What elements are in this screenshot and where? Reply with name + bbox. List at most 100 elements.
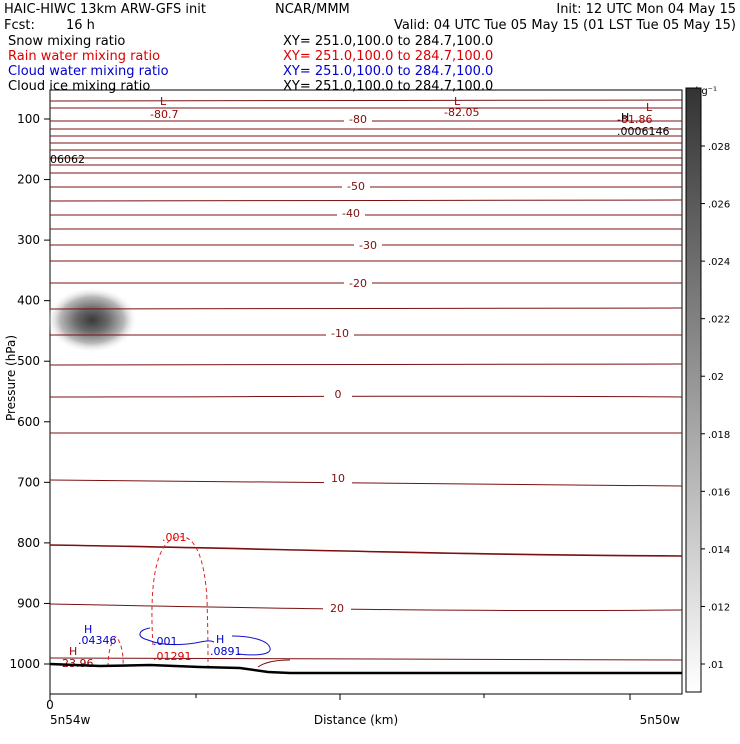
extremum-value: -82.05 xyxy=(444,106,479,119)
colorbar-tick-label: .016 xyxy=(708,487,730,498)
extremum-value: .0006146 xyxy=(617,125,670,138)
extremum-value: .0891 xyxy=(210,645,242,658)
temperature-contour xyxy=(49,307,683,310)
rain-contour xyxy=(151,536,209,669)
field-xy: XY= 251.0,100.0 to 284.7,100.0 xyxy=(283,64,493,79)
extremum-marker: H xyxy=(216,633,224,646)
header-fcst-value: 16 h xyxy=(66,18,95,33)
cloud-water-contour-right xyxy=(231,635,271,656)
y-axis-label: Pressure (hPa) xyxy=(4,335,18,421)
temperature-contour xyxy=(49,199,683,202)
colorbar-tick-label: .01 xyxy=(708,660,724,671)
temperature-contour xyxy=(49,395,683,398)
temperature-contour-labels: -80 -50 -40 -30 -20 -10 0 10 20 xyxy=(323,113,382,615)
extremum-value: 23.96 xyxy=(62,657,94,670)
header-center: NCAR/MMM xyxy=(275,2,350,17)
temperature-contour xyxy=(49,99,683,102)
extrema-labels: L-80.7L-82.05 L-81.86H.000614606062H23.96… xyxy=(50,95,670,670)
extremum-value: .04346 xyxy=(78,634,117,647)
temperature-contour-label: -10 xyxy=(331,327,349,340)
temperature-contour-label: -20 xyxy=(349,277,367,290)
contour-label-bg xyxy=(324,389,352,401)
header-init: Init: 12 UTC Mon 04 May 15 xyxy=(556,2,736,17)
field-xy: XY= 251.0,100.0 to 284.7,100.0 xyxy=(283,49,493,64)
colorbar-tick-label: .018 xyxy=(708,430,730,441)
extremum-value: -81.86 xyxy=(617,113,652,126)
y-tick-label: 800 xyxy=(17,536,40,550)
extremum-value: -80.7 xyxy=(150,108,178,121)
extremum-value: .01291 xyxy=(153,650,192,663)
field-name: Snow mixing ratio xyxy=(8,34,125,49)
contour-label-bg xyxy=(337,208,365,220)
y-tick-label: 500 xyxy=(17,354,40,368)
x-end-label-right: 5n50w xyxy=(640,713,681,727)
terrain-line xyxy=(49,662,682,675)
header-fcst-label: Fcst: xyxy=(4,18,35,33)
extremum-marker: H xyxy=(621,111,629,124)
y-tick-label: 200 xyxy=(17,173,40,187)
temperature-contour-label: -50 xyxy=(347,180,365,193)
temperature-contour-label: 0 xyxy=(335,388,342,401)
temperature-contour-label: 20 xyxy=(330,602,344,615)
cloud-water-contour xyxy=(139,627,215,646)
colorbar-tick-label: .012 xyxy=(708,602,730,613)
contour-label-bg xyxy=(344,278,372,290)
extremum-marker: H xyxy=(84,623,92,636)
x-axis-label: Distance (km) xyxy=(314,713,398,727)
contour-label-bg xyxy=(342,181,370,193)
extremum-value: 06062 xyxy=(50,153,85,166)
plot-frame xyxy=(49,89,683,695)
field-name: Rain water mixing ratio xyxy=(8,49,160,64)
rain-contour-small xyxy=(107,636,124,668)
colorbar-tick-label: .014 xyxy=(708,545,730,556)
temperature-contour-surface xyxy=(257,659,291,668)
extremum-marker: L xyxy=(160,95,167,108)
y-tick-label: 300 xyxy=(17,233,40,247)
colorbar-ticks: .01 .012 .014 .016 .018 .02 .022 .024 .026 .028 xyxy=(701,142,730,671)
colorbar-tick-label: .024 xyxy=(708,257,730,268)
colorbar-tick-label: .026 xyxy=(708,200,730,211)
x-end-label-left: 5n54w xyxy=(50,713,91,727)
y-tick-label: 1000 xyxy=(9,657,40,671)
temperature-contour xyxy=(49,603,683,612)
y-tick-label: 100 xyxy=(17,112,40,126)
temperature-contour xyxy=(49,363,683,366)
extremum-value: .001 xyxy=(162,531,187,544)
field-name: Cloud ice mixing ratio xyxy=(8,79,150,94)
y-axis: 100 200 300 400 500 600 700 800 900 1000 xyxy=(9,112,50,671)
contour-label-bg xyxy=(326,328,354,340)
temperature-contour xyxy=(49,657,683,661)
temperature-contour-label: -40 xyxy=(342,207,360,220)
y-tick-label: 600 xyxy=(17,415,40,429)
colorbar: g kg⁻¹ .01.012.014.016.018.02.022.024.02… xyxy=(685,86,730,693)
header-valid: Valid: 04 UTC Tue 05 May 15 (01 LST Tue … xyxy=(394,18,736,33)
contour-label-bg xyxy=(344,114,372,126)
colorbar-tick-label: .028 xyxy=(708,142,730,153)
temperature-contour xyxy=(49,544,683,557)
extremum-marker: L xyxy=(646,101,653,114)
temperature-contour-label: -80 xyxy=(349,113,367,126)
x-tick-label-zero: 0 xyxy=(46,698,54,712)
field-legend: Snow mixing ratio XY= 251.0,100.0 to 284.… xyxy=(8,34,493,94)
field-name: Cloud water mixing ratio xyxy=(8,64,169,79)
temperature-contour-label: -30 xyxy=(359,239,377,252)
snow-shaded-region xyxy=(46,287,138,353)
field-xy: XY= 251.0,100.0 to 284.7,100.0 xyxy=(283,79,493,94)
extremum-marker: H xyxy=(69,645,77,658)
temperature-contour-label: 10 xyxy=(331,472,345,485)
extremum-value: .001 xyxy=(153,635,178,648)
colorbar-tick-label: .022 xyxy=(708,315,730,326)
y-tick-label: 400 xyxy=(17,294,40,308)
y-tick-label: 900 xyxy=(17,596,40,610)
colorbar-bar xyxy=(685,87,702,693)
header-title: HAIC-HIWC 13km ARW-GFS init xyxy=(4,2,206,17)
contour-label-bg xyxy=(354,240,382,252)
colorbar-tick-label: .02 xyxy=(708,372,724,383)
x-axis: 0 5n54w 5n50w Distance (km) xyxy=(46,694,680,727)
y-tick-label: 700 xyxy=(17,475,40,489)
temperature-contour xyxy=(49,479,683,487)
contour-label-bg xyxy=(323,603,351,615)
field-xy: XY= 251.0,100.0 to 284.7,100.0 xyxy=(283,34,493,49)
